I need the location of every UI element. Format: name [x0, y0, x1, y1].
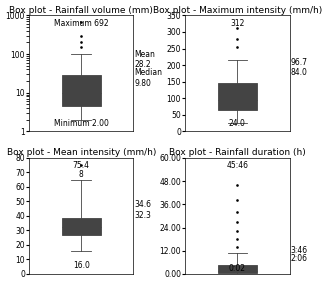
Text: 75.4: 75.4	[73, 161, 90, 170]
Text: 8: 8	[79, 170, 84, 179]
Text: 0:02: 0:02	[229, 264, 246, 273]
Text: 84.0: 84.0	[291, 68, 307, 77]
Text: Minimum 2.00: Minimum 2.00	[54, 119, 109, 128]
PathPatch shape	[218, 265, 257, 273]
Text: Maximum 692: Maximum 692	[54, 19, 109, 28]
Text: Mean
28.2: Mean 28.2	[135, 50, 155, 69]
PathPatch shape	[62, 76, 101, 106]
Title: Box plot - Mean intensity (mm/h): Box plot - Mean intensity (mm/h)	[7, 148, 156, 157]
Text: Median
9.80: Median 9.80	[135, 68, 163, 88]
Text: 34.6: 34.6	[135, 200, 151, 209]
Text: 2:06: 2:06	[291, 254, 308, 263]
Text: 96.7: 96.7	[291, 58, 308, 67]
PathPatch shape	[218, 83, 257, 110]
PathPatch shape	[62, 218, 101, 235]
Text: 312: 312	[230, 19, 244, 29]
Text: 45:46: 45:46	[226, 161, 248, 170]
Text: 24.0: 24.0	[229, 119, 246, 128]
Title: Box plot - Rainfall volume (mm): Box plot - Rainfall volume (mm)	[9, 5, 153, 15]
Title: Box plot - Rainfall duration (h): Box plot - Rainfall duration (h)	[169, 148, 306, 157]
Text: 16.0: 16.0	[73, 261, 90, 270]
Title: Box plot - Maximum intensity (mm/h): Box plot - Maximum intensity (mm/h)	[153, 5, 322, 15]
Text: 32.3: 32.3	[135, 211, 151, 220]
Text: 3:46: 3:46	[291, 246, 308, 255]
